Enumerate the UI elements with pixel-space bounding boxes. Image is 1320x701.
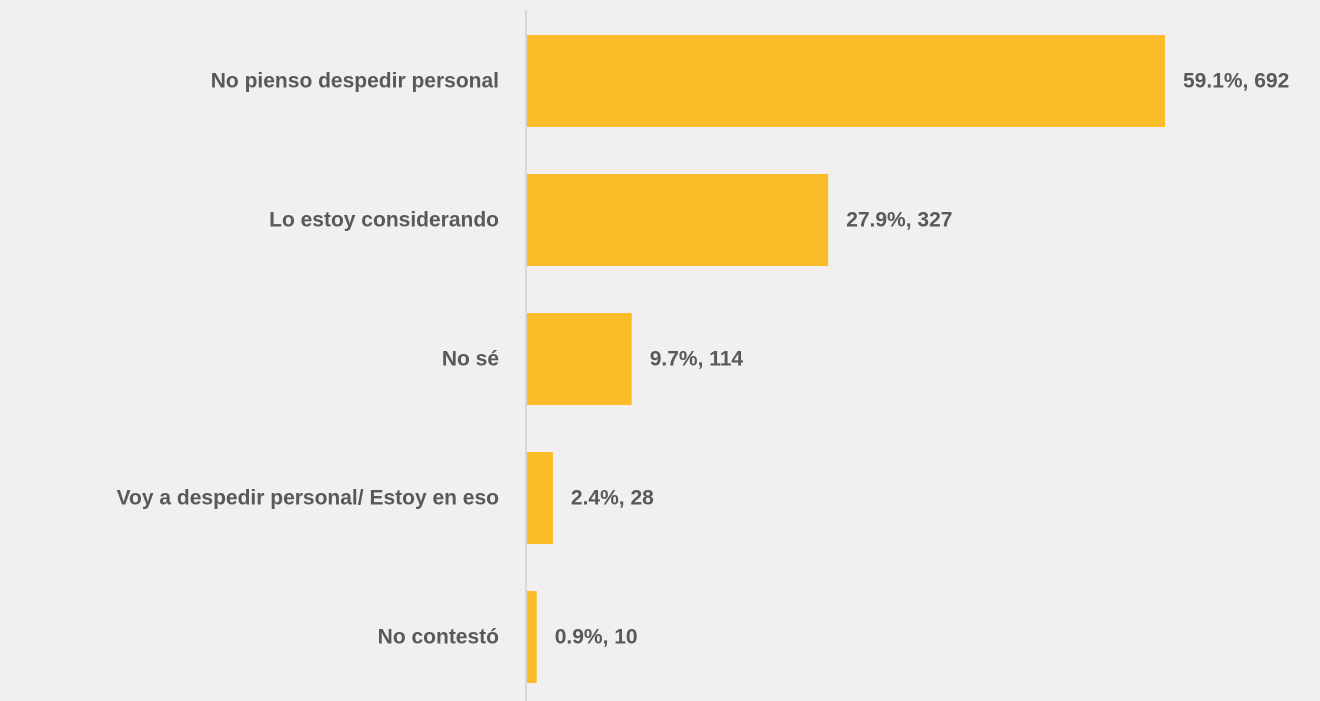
data-label-1: 59.1%, 692	[1183, 70, 1289, 93]
category-label-3: No sé	[442, 348, 499, 371]
data-label-2: 27.9%, 327	[846, 209, 952, 232]
bar-3	[527, 313, 632, 405]
category-label-4: Voy a despedir personal/ Estoy en eso	[117, 487, 499, 510]
data-label-3: 9.7%, 114	[650, 348, 744, 371]
category-labels-group: No pienso despedir personal Lo estoy cons…	[117, 70, 499, 649]
data-label-5: 0.9%, 10	[555, 626, 638, 649]
bar-2	[527, 174, 829, 266]
bar-5	[527, 591, 537, 683]
bar-1	[527, 35, 1165, 127]
bars-group	[527, 35, 1165, 683]
data-labels-group: 59.1%, 692 27.9%, 327 9.7%, 114 2.4%, 28 0.9…	[555, 70, 1290, 649]
category-label-2: Lo estoy considerando	[269, 209, 499, 232]
data-label-4: 2.4%, 28	[571, 487, 654, 510]
category-label-1: No pienso despedir personal	[211, 70, 499, 93]
category-label-5: No contestó	[378, 626, 499, 649]
bar-4	[527, 452, 553, 544]
